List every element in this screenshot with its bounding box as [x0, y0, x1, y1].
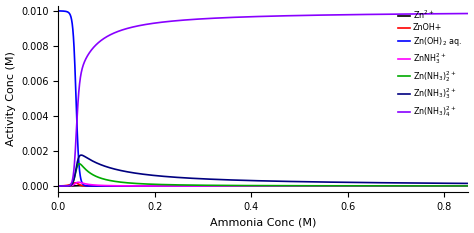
Zn$^{2+}$	[255, 185, 261, 187]
Zn(NH$_3$)$_3^{2+}$	[454, 182, 460, 185]
ZnNH$_3^{2+}$	[77, 181, 82, 184]
Zn(NH$_3$)$_3^{2+}$	[379, 181, 384, 184]
Line: Zn(NH$_3$)$_4^{2+}$: Zn(NH$_3$)$_4^{2+}$	[58, 14, 468, 186]
Zn(NH$_3$)$_2^{2+}$	[379, 185, 384, 187]
ZnNH$_3^{2+}$	[454, 185, 459, 187]
X-axis label: Ammonia Conc (M): Ammonia Conc (M)	[210, 217, 317, 227]
Zn(NH$_3$)$_3^{2+}$	[76, 155, 82, 158]
Zn(NH$_3$)$_2^{2+}$	[55, 185, 61, 187]
Zn$^{2+}$	[77, 184, 82, 187]
Zn(NH$_3$)$_2^{2+}$	[76, 162, 82, 165]
Zn(NH$_3$)$_2^{2+}$	[454, 185, 459, 187]
ZnOH+	[454, 185, 460, 187]
ZnNH$_3^{2+}$	[255, 185, 261, 187]
Zn(NH$_3$)$_3^{2+}$	[78, 154, 84, 157]
Zn(NH$_3$)$_3^{2+}$	[454, 182, 459, 185]
ZnOH+	[73, 182, 78, 184]
Zn(OH)$_2$ aq.	[454, 185, 459, 187]
Legend: Zn$^{2+}$, ZnOH+, Zn(OH)$_2$ aq., ZnNH$_3^{2+}$, Zn(NH$_3$)$_2^{2+}$, Zn(NH$_3$): Zn$^{2+}$, ZnOH+, Zn(OH)$_2$ aq., ZnNH$_…	[395, 6, 465, 122]
Zn(NH$_3$)$_3^{2+}$	[55, 185, 61, 187]
ZnOH+	[255, 185, 261, 187]
Zn(OH)$_2$ aq.	[255, 185, 261, 187]
Line: Zn(NH$_3$)$_2^{2+}$: Zn(NH$_3$)$_2^{2+}$	[58, 164, 468, 186]
Line: Zn(NH$_3$)$_3^{2+}$: Zn(NH$_3$)$_3^{2+}$	[58, 155, 468, 186]
Zn(NH$_3$)$_4^{2+}$	[255, 15, 261, 18]
ZnNH$_3^{2+}$	[75, 181, 81, 184]
Line: ZnNH$_3^{2+}$: ZnNH$_3^{2+}$	[58, 182, 468, 186]
ZnNH$_3^{2+}$	[379, 185, 384, 187]
Zn(NH$_3$)$_4^{2+}$	[244, 15, 250, 18]
Zn(NH$_3$)$_2^{2+}$	[244, 184, 250, 187]
Zn(NH$_3$)$_4^{2+}$	[378, 13, 384, 16]
ZnOH+	[55, 185, 61, 187]
Zn(OH)$_2$ aq.	[378, 185, 384, 187]
ZnOH+	[379, 185, 384, 187]
Zn(OH)$_2$ aq.	[244, 185, 250, 187]
Zn(OH)$_2$ aq.	[55, 10, 61, 12]
ZnNH$_3^{2+}$	[244, 185, 250, 187]
ZnOH+	[465, 185, 471, 187]
Zn(NH$_3$)$_3^{2+}$	[465, 182, 471, 185]
Line: ZnOH+: ZnOH+	[58, 183, 468, 186]
Zn(NH$_3$)$_4^{2+}$	[454, 12, 459, 15]
Zn$^{2+}$	[454, 185, 459, 187]
Zn(NH$_3$)$_3^{2+}$	[244, 179, 250, 182]
Line: Zn(OH)$_2$ aq.: Zn(OH)$_2$ aq.	[58, 11, 468, 186]
Zn(NH$_3$)$_2^{2+}$	[255, 184, 261, 187]
Zn$^{2+}$	[379, 185, 384, 187]
Zn(NH$_3$)$_3^{2+}$	[255, 179, 261, 182]
Zn(NH$_3$)$_2^{2+}$	[465, 185, 471, 187]
Zn(OH)$_2$ aq.	[465, 185, 471, 187]
Zn(NH$_3$)$_4^{2+}$	[55, 185, 61, 187]
Zn$^{2+}$	[55, 185, 61, 187]
Zn(NH$_3$)$_4^{2+}$	[76, 84, 82, 87]
ZnOH+	[77, 183, 82, 186]
Zn$^{2+}$	[465, 185, 471, 187]
Y-axis label: Activity Conc (M): Activity Conc (M)	[6, 51, 16, 146]
ZnNH$_3^{2+}$	[55, 185, 61, 187]
ZnOH+	[454, 185, 459, 187]
Zn(NH$_3$)$_4^{2+}$	[465, 12, 471, 15]
ZnNH$_3^{2+}$	[454, 185, 460, 187]
Zn$^{2+}$	[75, 184, 81, 187]
Zn(NH$_3$)$_2^{2+}$	[77, 162, 82, 165]
Zn(OH)$_2$ aq.	[454, 185, 459, 187]
ZnNH$_3^{2+}$	[465, 185, 471, 187]
Zn(NH$_3$)$_2^{2+}$	[454, 185, 460, 187]
Zn$^{2+}$	[454, 185, 460, 187]
Zn$^{2+}$	[244, 185, 250, 187]
Zn(NH$_3$)$_4^{2+}$	[454, 12, 459, 15]
Zn(OH)$_2$ aq.	[76, 168, 82, 170]
ZnOH+	[244, 185, 250, 187]
